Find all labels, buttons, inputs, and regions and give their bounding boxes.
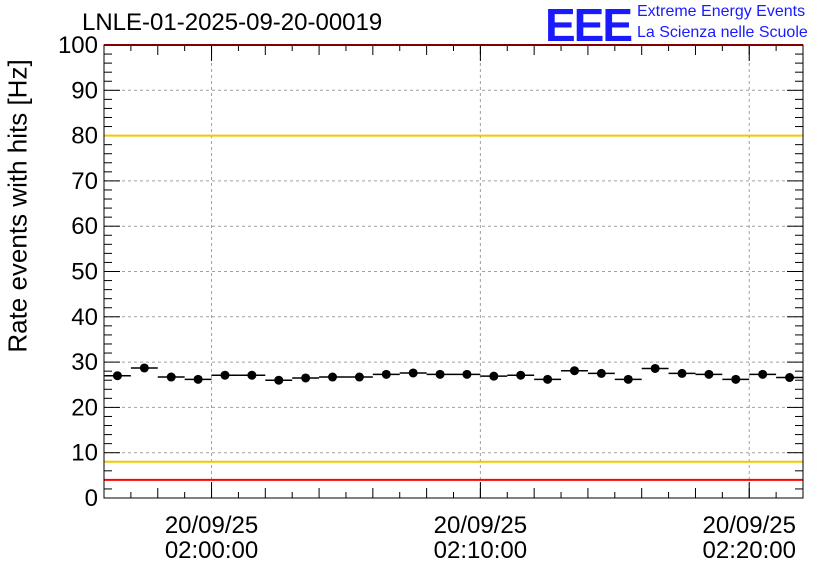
y-tick-label: 70 [71,168,98,195]
data-point [596,368,606,378]
data-point [731,374,741,384]
data-point [516,370,526,380]
data-point [758,369,768,379]
data-point [193,374,203,384]
x-tick-time-label: 02:20:00 [703,537,796,564]
eee-logo-mark: EEE [545,0,633,51]
plot-frame [103,44,804,499]
data-point [543,374,553,384]
data-point [166,372,176,382]
data-point [704,369,714,379]
y-tick-label: 60 [71,213,98,240]
data-point [435,369,445,379]
chart-title: LNLE-01-2025-09-20-00019 [82,9,383,36]
y-tick-label: 100 [58,32,98,59]
data-point [785,373,795,383]
x-tick-time-label: 02:00:00 [165,537,258,564]
data-point [569,366,579,376]
data-point [328,372,338,382]
data-point [220,370,230,380]
data-point [623,374,633,384]
logo-text-line2: La Scienza nelle Scuole [637,24,808,41]
data-point [354,372,364,382]
y-tick-label: 0 [85,485,98,512]
logo-text-line1: Extreme Energy Events [637,3,806,20]
x-tick-date-label: 20/09/25 [434,512,527,539]
data-point [301,373,311,383]
y-tick-label: 30 [71,349,98,376]
y-tick-label: 20 [71,394,98,421]
data-point [247,370,257,380]
y-tick-label: 40 [71,304,98,331]
data-point [139,363,149,373]
data-point [408,368,418,378]
data-point [677,368,687,378]
data-point [462,369,472,379]
x-tick-time-label: 02:10:00 [434,537,527,564]
data-point [112,371,122,381]
y-tick-label: 10 [71,440,98,467]
y-tick-label: 90 [71,77,98,104]
data-point [489,371,499,381]
y-tick-label: 50 [71,259,98,286]
data-point [274,375,284,385]
x-tick-date-label: 20/09/25 [703,512,796,539]
data-point [650,363,660,373]
x-tick-date-label: 20/09/25 [165,512,258,539]
data-point [381,369,391,379]
y-tick-label: 80 [71,123,98,150]
